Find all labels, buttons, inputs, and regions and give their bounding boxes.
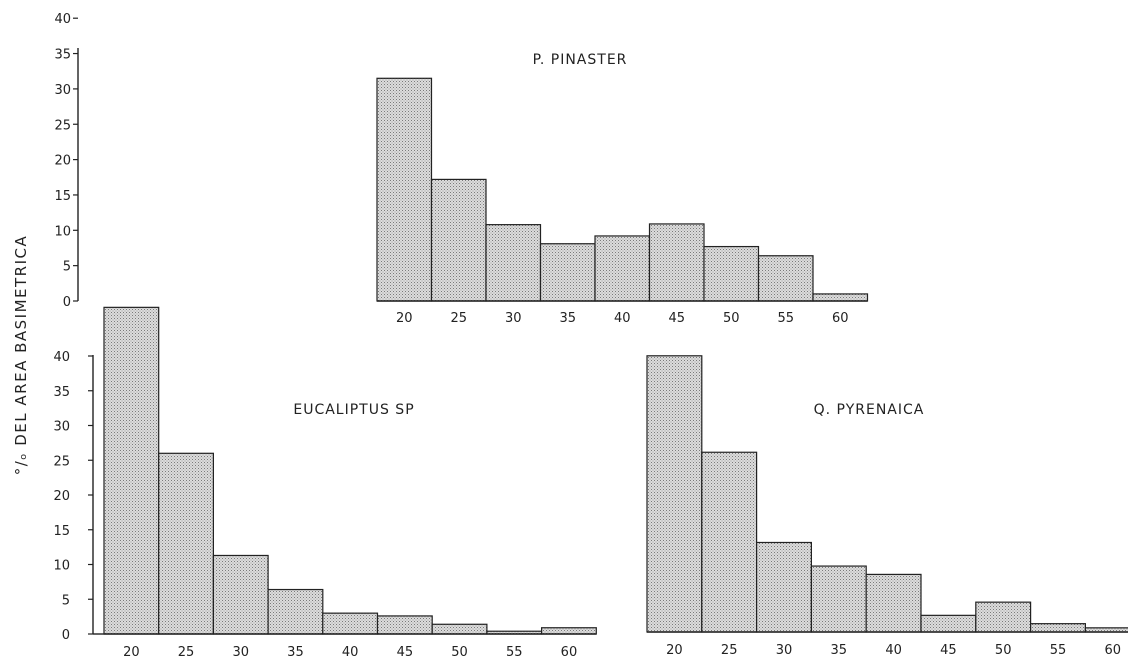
- bar-20: [646, 355, 703, 633]
- bar-40: [594, 235, 651, 302]
- panel-title: EUCALIPTUS SP: [293, 402, 414, 418]
- bar-40: [865, 573, 922, 633]
- y-tick-label: 5: [62, 593, 70, 608]
- y-tick-label: 25: [54, 118, 71, 133]
- y-tick-label: 20: [53, 489, 70, 504]
- x-tick-label: 20: [123, 645, 140, 658]
- x-tick-label: 35: [559, 311, 576, 326]
- bar-35: [539, 243, 596, 302]
- y-tick-label: 35: [54, 48, 71, 63]
- panel-eucaliptus: EUCALIPTUS SP 20 25 30 35 40 45 50 55 60 0 5 10 15 20 2…: [53, 306, 597, 658]
- y-tick-label: 20: [54, 154, 71, 169]
- x-tick-label: 55: [506, 645, 523, 658]
- x-tick-label: 45: [397, 645, 414, 658]
- x-tick-label: 30: [505, 311, 522, 326]
- y-tick-label: 40: [53, 350, 70, 365]
- x-tick-label: 50: [723, 311, 740, 326]
- x-tick-label: 25: [721, 643, 738, 658]
- y-tick-label: 30: [53, 420, 70, 435]
- bar-20: [376, 77, 433, 302]
- bar-25: [701, 451, 758, 633]
- bar-45: [376, 615, 433, 635]
- y-tick-label: 15: [53, 524, 70, 539]
- x-tick-label: 55: [777, 311, 794, 326]
- bar-60: [812, 293, 869, 302]
- x-tick-label: 60: [832, 311, 849, 326]
- x-tick-label: 55: [1050, 643, 1067, 658]
- x-tick-label: 30: [776, 643, 793, 658]
- y-tick-label: 40: [54, 12, 71, 27]
- x-tick-label: 50: [451, 645, 468, 658]
- x-tick-label: 45: [940, 643, 957, 658]
- bar-60: [540, 627, 597, 635]
- y-tick-label: 30: [54, 83, 71, 98]
- x-tick-label: 40: [342, 645, 359, 658]
- bar-35: [267, 588, 324, 635]
- bar-50: [703, 245, 760, 302]
- x-tick-label: 45: [668, 311, 685, 326]
- x-tick-label: 60: [561, 645, 578, 658]
- x-tick-label: 40: [614, 311, 631, 326]
- x-tick-label: 30: [232, 645, 249, 658]
- x-tick-label: 60: [1105, 643, 1122, 658]
- y-tick-label: 10: [54, 224, 71, 239]
- y-tick-label: 10: [53, 559, 70, 574]
- x-tick-label: 20: [666, 643, 683, 658]
- x-tick-label: 25: [450, 311, 467, 326]
- bar-20: [103, 306, 160, 635]
- bar-30: [212, 554, 269, 635]
- x-tick-label: 35: [287, 645, 304, 658]
- x-tick-label: 40: [885, 643, 902, 658]
- panel-title: P. PINASTER: [533, 52, 628, 68]
- y-tick-label: 0: [62, 628, 70, 643]
- bar-40: [322, 612, 379, 635]
- x-tick-label: 20: [396, 311, 413, 326]
- bar-50: [431, 623, 488, 635]
- bar-25: [158, 452, 214, 635]
- x-tick-label: 35: [831, 643, 848, 658]
- y-tick-label: 15: [54, 189, 71, 204]
- y-tick-label: 5: [63, 260, 71, 275]
- bar-45: [920, 614, 977, 633]
- x-tick-label: 25: [178, 645, 195, 658]
- bar-55: [1029, 623, 1086, 633]
- bar-30: [755, 541, 812, 633]
- bar-55: [757, 255, 814, 302]
- y-axis-title: °/ₒ DEL AREA BASIMETRICA: [12, 235, 30, 476]
- bar-25: [430, 178, 487, 302]
- bar-45: [648, 223, 705, 302]
- bar-35: [810, 565, 867, 633]
- panel-q-pyrenaica: Q. PYRENAICA 20 25 30 35 40 45 50 55 60: [646, 355, 1128, 658]
- y-tick-label: 25: [53, 454, 70, 469]
- y-tick-label: 35: [53, 385, 70, 400]
- bar-30: [485, 224, 542, 302]
- x-tick-label: 50: [995, 643, 1012, 658]
- panel-title: Q. PYRENAICA: [814, 402, 925, 418]
- y-tick-label: 0: [63, 295, 71, 310]
- bar-50: [975, 601, 1032, 633]
- panel-p-pinaster: P. PINASTER 20 25 30 35 40 45 50 55 60 0 5 10 15 20 25 3…: [54, 12, 869, 326]
